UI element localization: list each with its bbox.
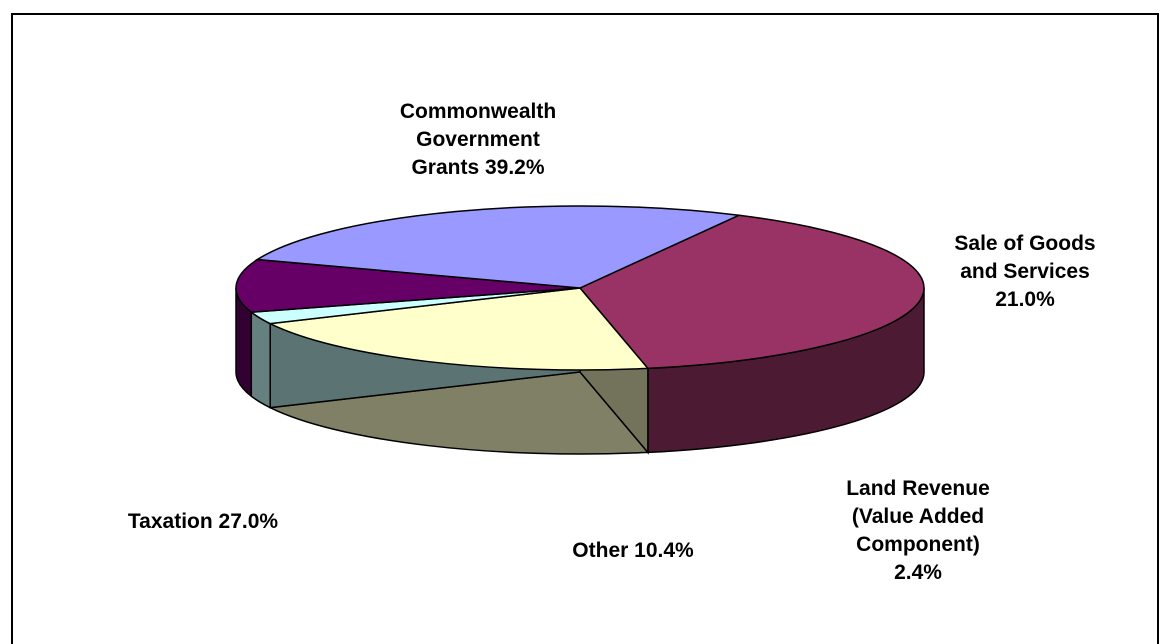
slice-label-land-revenue: Land Revenue (Value Added Component) 2.4… xyxy=(846,477,990,584)
pie-slice-4 xyxy=(255,205,742,289)
slice-label-commonwealth-grants: Commonwealth Government Grants 39.2% xyxy=(399,100,557,179)
slice-label-sale-of-goods: Sale of Goods and Services 21.0% xyxy=(954,232,1096,311)
pie-slice-3 xyxy=(235,258,581,313)
pie-side-2 xyxy=(250,310,271,409)
chart-frame xyxy=(11,13,1159,644)
pie-slice-0 xyxy=(578,214,925,370)
pie-tops xyxy=(235,205,925,371)
slice-label-other: Other 10.4% xyxy=(572,539,694,562)
slice-label-taxation: Taxation 27.0% xyxy=(127,510,279,533)
pie-slice-1 xyxy=(267,287,650,371)
